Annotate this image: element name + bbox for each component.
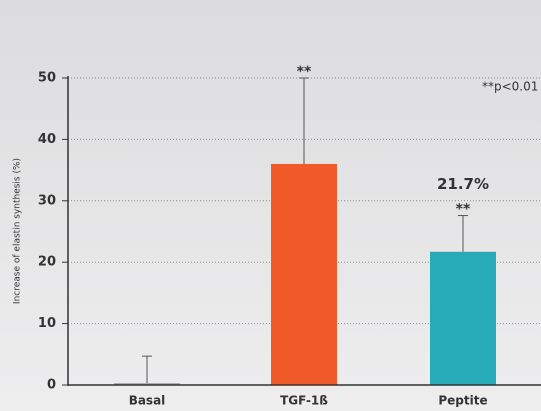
bar [430, 251, 496, 385]
y-tick-label: 20 [38, 255, 56, 270]
y-tick-label: 40 [38, 132, 56, 147]
note: **p<0.01 [482, 80, 538, 94]
y-tick-label: 30 [38, 193, 56, 208]
bar [271, 163, 337, 385]
x-tick-label: Peptite [438, 394, 487, 408]
significance: ** [297, 64, 312, 80]
y-axis-label: Increase of elastin synthesis (%) [13, 158, 23, 304]
y-tick-label: 10 [38, 316, 56, 331]
bar [114, 383, 180, 385]
y-tick-label: 50 [38, 71, 56, 86]
y-tick-label: 0 [47, 378, 56, 393]
significance: ** [456, 202, 471, 218]
value-label: 21.7% [437, 175, 489, 193]
x-tick-label: TGF-1ß [280, 394, 328, 408]
x-tick-label: Basal [129, 394, 166, 408]
